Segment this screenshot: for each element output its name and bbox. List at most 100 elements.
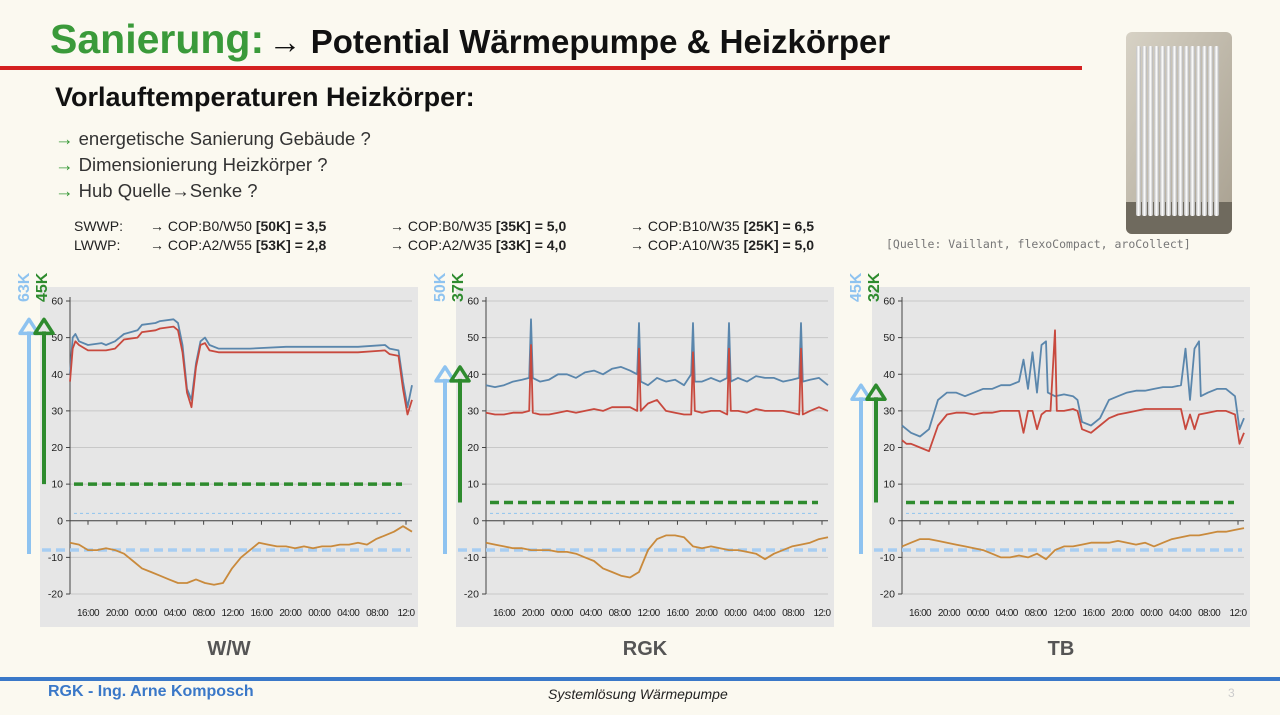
y-tick-label: -20 bbox=[880, 589, 895, 601]
cop-cell: → COP:B0/W35 [35K] = 5,0 bbox=[390, 218, 567, 234]
y-tick-label: -20 bbox=[48, 589, 63, 601]
title-main: Sanierung: bbox=[50, 16, 265, 62]
arrow-blue-head bbox=[850, 383, 872, 401]
x-tick-label: 20:00 bbox=[938, 608, 961, 619]
x-tick-label: 16:00 bbox=[250, 608, 273, 619]
radiator-tube bbox=[1202, 46, 1207, 216]
k-label-blue: 50K bbox=[432, 272, 449, 302]
footer-bar bbox=[0, 677, 1280, 681]
radiator-tube bbox=[1142, 46, 1147, 216]
x-tick-label: 04:00 bbox=[580, 608, 603, 619]
chart-ww: 60 50 40 30 20 10 0 -10 -20 16:00 20:00 00:00 04:00 0… bbox=[42, 296, 416, 619]
cop-cell: → COP:B10/W35 [25K] = 6,5 bbox=[630, 218, 815, 234]
radiator-tube bbox=[1178, 46, 1183, 216]
bullet-text: energetische Sanierung Gebäude ? bbox=[78, 128, 371, 149]
y-tick-label: -10 bbox=[48, 552, 63, 564]
bullet-item: → Hub Quelle→Senke ? bbox=[55, 178, 371, 204]
cop-cell: → COP:A2/W55 [53K] = 2,8 bbox=[150, 237, 327, 253]
y-tick-label: 50 bbox=[51, 332, 63, 344]
k-label-green: 37K bbox=[450, 272, 467, 302]
radiator-tube bbox=[1148, 46, 1153, 216]
x-tick-label: 08:00 bbox=[193, 608, 216, 619]
y-tick-label: 0 bbox=[57, 515, 63, 527]
bullet-text: Dimensionierung Heizkörper ? bbox=[78, 154, 328, 175]
y-tick-label: 60 bbox=[51, 296, 63, 308]
arrow-layer bbox=[18, 317, 887, 555]
y-tick-label: 10 bbox=[883, 479, 895, 491]
y-tick-label: -10 bbox=[464, 552, 479, 564]
title-rest: → Potential Wärmepumpe & Heizkörper bbox=[268, 23, 891, 60]
y-tick-label: 0 bbox=[473, 515, 479, 527]
y-tick-label: 60 bbox=[883, 296, 895, 308]
x-tick-label: 00:00 bbox=[308, 608, 331, 619]
radiator-tube bbox=[1172, 46, 1177, 216]
x-tick-label: 00:00 bbox=[967, 608, 990, 619]
radiator-tube bbox=[1214, 46, 1219, 216]
x-tick-label: 04:00 bbox=[996, 608, 1019, 619]
y-tick-label: 10 bbox=[467, 479, 479, 491]
x-tick-label: 08:00 bbox=[609, 608, 632, 619]
x-tick-label: 20:00 bbox=[695, 608, 718, 619]
radiator-tube bbox=[1136, 46, 1141, 216]
x-tick-label: 12:0 bbox=[397, 608, 415, 619]
arrow-icon: → bbox=[55, 180, 74, 201]
cop-cell: → COP:A10/W35 [25K] = 5,0 bbox=[630, 237, 815, 253]
y-tick-label: 50 bbox=[467, 332, 479, 344]
series-return-line bbox=[69, 325, 413, 416]
y-tick-label: 30 bbox=[51, 405, 63, 417]
chart-tb: 60 50 40 30 20 10 0 -10 -20 16:00 20:00 00:00 04:00 0… bbox=[874, 296, 1248, 619]
series-outdoor-line bbox=[901, 527, 1245, 561]
footer-author: RGK - Ing. Arne Komposch bbox=[48, 683, 254, 700]
x-tick-label: 20:00 bbox=[522, 608, 545, 619]
cop-cell: → COP:B0/W50 [50K] = 3,5 bbox=[150, 218, 327, 234]
y-tick-label: 20 bbox=[883, 442, 895, 454]
cop-row-label: SWWP: bbox=[74, 218, 123, 234]
source-note: [Quelle: Vaillant, flexoCompact, aroColl… bbox=[886, 237, 1191, 251]
x-tick-label: 00:00 bbox=[135, 608, 158, 619]
y-tick-label: 20 bbox=[51, 442, 63, 454]
chart-rgk: 60 50 40 30 20 10 0 -10 -20 16:00 20:00 00:00 04:00 0… bbox=[458, 296, 832, 619]
cop-row-label: LWWP: bbox=[74, 237, 121, 253]
y-tick-label: 60 bbox=[467, 296, 479, 308]
x-tick-label: 04:00 bbox=[1169, 608, 1192, 619]
title-underline bbox=[0, 66, 1082, 70]
x-tick-label: 16:00 bbox=[493, 608, 516, 619]
chart-panel-ww: 60 50 40 30 20 10 0 -10 -20 16:00 20:00 00:00 04:00 0… bbox=[40, 287, 418, 627]
arrow-icon: → bbox=[55, 154, 74, 175]
radiator-tube bbox=[1196, 46, 1201, 216]
y-tick-label: 30 bbox=[467, 405, 479, 417]
k-label-blue: 63K bbox=[16, 272, 33, 302]
k-label-blue: 45K bbox=[848, 272, 865, 302]
k-label-green: 32K bbox=[866, 272, 883, 302]
x-tick-label: 00:00 bbox=[551, 608, 574, 619]
radiator-tube bbox=[1208, 46, 1213, 216]
chart-name: TB bbox=[1047, 638, 1075, 660]
radiator-tube bbox=[1154, 46, 1159, 216]
arrow-green-head bbox=[865, 383, 887, 401]
x-tick-label: 20:00 bbox=[106, 608, 129, 619]
chart-panel-tb: 60 50 40 30 20 10 0 -10 -20 16:00 20:00 00:00 04:00 0… bbox=[872, 287, 1250, 627]
x-tick-label: 04:00 bbox=[753, 608, 776, 619]
radiator-tube bbox=[1160, 46, 1165, 216]
arrow-green-head bbox=[449, 365, 471, 383]
series-outdoor-line bbox=[69, 525, 413, 586]
radiator-photo bbox=[1126, 32, 1232, 234]
cop-cell: → COP:A2/W35 [33K] = 4,0 bbox=[390, 237, 567, 253]
x-tick-label: 04:00 bbox=[337, 608, 360, 619]
x-tick-label: 08:00 bbox=[782, 608, 805, 619]
x-tick-label: 20:00 bbox=[1111, 608, 1134, 619]
y-tick-label: 10 bbox=[51, 479, 63, 491]
y-tick-label: -20 bbox=[464, 589, 479, 601]
x-tick-label: 08:00 bbox=[1198, 608, 1221, 619]
x-tick-label: 16:00 bbox=[909, 608, 932, 619]
series-outdoor-line bbox=[485, 534, 829, 579]
series-flow-line bbox=[901, 340, 1245, 438]
y-tick-label: 30 bbox=[883, 405, 895, 417]
y-tick-label: -10 bbox=[880, 552, 895, 564]
bullet-list: → energetische Sanierung Gebäude ? → Dim… bbox=[55, 126, 371, 204]
x-tick-label: 12:00 bbox=[1054, 608, 1077, 619]
footer-title: Systemlösung Wärmepumpe bbox=[548, 686, 728, 702]
y-tick-label: 40 bbox=[51, 369, 63, 381]
page-number: 3 bbox=[1228, 686, 1235, 700]
arrow-blue-head bbox=[434, 365, 456, 383]
